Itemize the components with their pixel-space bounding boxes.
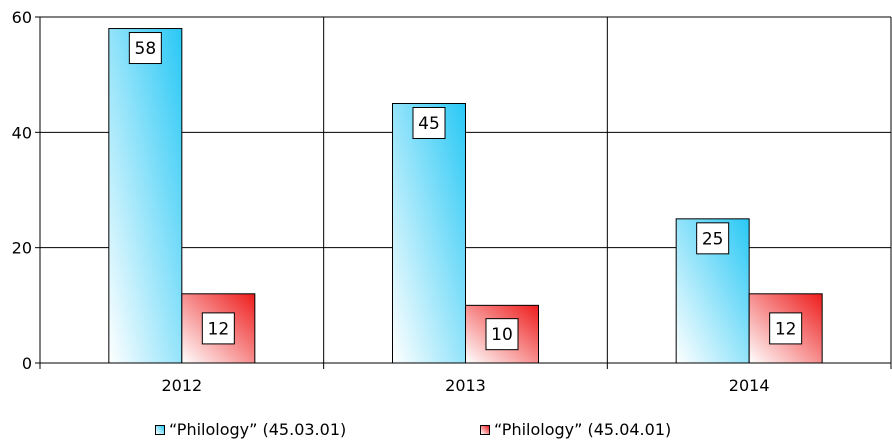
data-label: 25: [702, 229, 724, 249]
label-layer: 58 45 25 12 10 12: [128, 32, 803, 351]
data-label-box: [412, 107, 446, 139]
y-tick-label: 40: [12, 123, 32, 142]
data-label: 12: [775, 319, 797, 339]
data-label: 58: [135, 39, 157, 59]
x-tick-label: 2013: [445, 376, 486, 395]
legend-label-series-1: “Philology” (45.03.01): [169, 420, 347, 439]
y-tick-label: 20: [12, 239, 32, 258]
bar-45-03-01-2013: [392, 103, 466, 364]
bar-45-03-01-2012: [108, 28, 183, 364]
x-tick-label: 2014: [729, 376, 770, 395]
legend-item-series-2: “Philology” (45.04.01): [480, 420, 671, 439]
axis-layer: 0 20 40 60 2012 2013 2014: [12, 8, 892, 395]
y-tick-label: 60: [12, 8, 32, 27]
chart-legend: “Philology” (45.03.01) “Philology” (45.0…: [0, 420, 892, 442]
data-label-box: [696, 222, 730, 255]
x-tick-label: 2012: [161, 376, 202, 395]
legend-label-series-2: “Philology” (45.04.01): [494, 420, 672, 439]
data-label: 45: [418, 114, 440, 134]
data-label-box: [201, 312, 235, 345]
bar-chart: 0 20 40 60 2012 2013 2014 58 45 25 12 10 12: [12, 8, 892, 395]
legend-swatch-series-1: [155, 424, 165, 435]
data-label: 10: [491, 325, 513, 345]
data-label-box: [128, 32, 162, 65]
y-tick-label: 0: [22, 354, 32, 373]
data-label: 12: [208, 319, 230, 339]
data-label-box: [769, 312, 803, 345]
bar-layer: [108, 28, 823, 364]
data-label-box: [485, 318, 519, 351]
legend-item-series-1: “Philology” (45.03.01): [155, 420, 346, 439]
legend-swatch-series-2: [480, 424, 490, 435]
